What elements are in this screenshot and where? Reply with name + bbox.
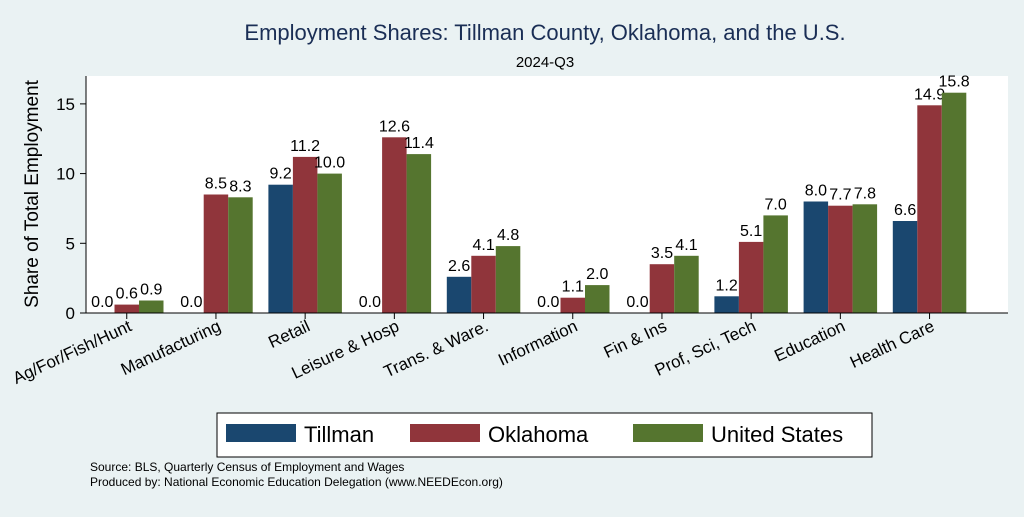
- data-label: 7.0: [764, 196, 786, 213]
- data-label: 9.2: [269, 166, 291, 183]
- bar: [139, 300, 164, 313]
- bar: [203, 194, 229, 313]
- bar: [406, 154, 432, 313]
- bar: [317, 173, 342, 313]
- bar: [892, 221, 918, 313]
- data-label: 12.6: [379, 118, 410, 135]
- data-label: 4.1: [472, 237, 494, 254]
- data-label: 0.6: [116, 286, 138, 303]
- data-label: 0.9: [140, 282, 162, 299]
- bar: [738, 241, 764, 313]
- produced-by-note: Produced by: National Economic Education…: [90, 475, 503, 489]
- legend-swatch: [410, 424, 480, 442]
- y-axis-label: Share of Total Employment: [22, 79, 43, 307]
- y-tick-label: 0: [66, 304, 75, 323]
- bar: [114, 304, 139, 313]
- data-label: 0.0: [359, 294, 381, 311]
- data-label: 3.5: [651, 245, 673, 262]
- y-tick-label: 15: [56, 95, 75, 114]
- data-label: 5.1: [740, 223, 762, 240]
- bar: [763, 215, 788, 313]
- chart-title: Employment Shares: Tillman County, Oklah…: [244, 20, 845, 45]
- data-label: 7.8: [854, 185, 876, 202]
- data-label: 2.6: [448, 258, 470, 275]
- data-label: 4.8: [497, 227, 519, 244]
- data-label: 8.5: [205, 176, 227, 193]
- bar: [674, 255, 699, 313]
- bar: [803, 201, 829, 313]
- legend-label: Oklahoma: [488, 422, 589, 447]
- data-label: 4.1: [675, 237, 697, 254]
- source-note: Source: BLS, Quarterly Census of Employm…: [90, 460, 405, 474]
- bar: [941, 92, 967, 313]
- bar: [852, 204, 878, 313]
- bar: [828, 205, 853, 313]
- bar: [382, 137, 407, 313]
- data-label: 0.0: [626, 294, 648, 311]
- data-label: 0.0: [180, 294, 202, 311]
- data-label: 7.7: [829, 187, 851, 204]
- bar: [446, 276, 472, 313]
- legend-box: [216, 412, 873, 458]
- bar: [228, 197, 253, 313]
- bar: [471, 255, 496, 313]
- data-label: 1.2: [715, 277, 737, 294]
- legend-label: United States: [711, 422, 843, 447]
- bar: [292, 156, 318, 313]
- data-label: 14.9: [914, 86, 945, 103]
- bar: [714, 296, 739, 313]
- bar: [560, 297, 585, 313]
- y-tick-label: 5: [66, 234, 75, 253]
- data-label: 1.1: [562, 279, 584, 296]
- legend-label: Tillman: [304, 422, 374, 447]
- bar: [917, 105, 942, 313]
- legend-swatch: [633, 424, 703, 442]
- bar: [649, 264, 675, 313]
- bar: [495, 246, 521, 313]
- legend-swatch: [226, 424, 296, 442]
- data-label: 8.3: [229, 178, 251, 195]
- bar: [585, 285, 610, 313]
- data-label: 11.2: [290, 138, 320, 155]
- data-label: 8.0: [805, 183, 827, 200]
- data-label: 0.0: [537, 294, 559, 311]
- data-label: 6.6: [894, 202, 916, 219]
- data-label: 15.8: [939, 74, 970, 91]
- data-label: 2.0: [586, 266, 608, 283]
- bar: [268, 184, 293, 313]
- y-tick-label: 10: [56, 165, 75, 184]
- data-label: 0.0: [91, 294, 113, 311]
- data-label: 10.0: [314, 155, 345, 172]
- chart-subtitle: 2024-Q3: [516, 54, 574, 71]
- data-label: 11.4: [404, 135, 434, 152]
